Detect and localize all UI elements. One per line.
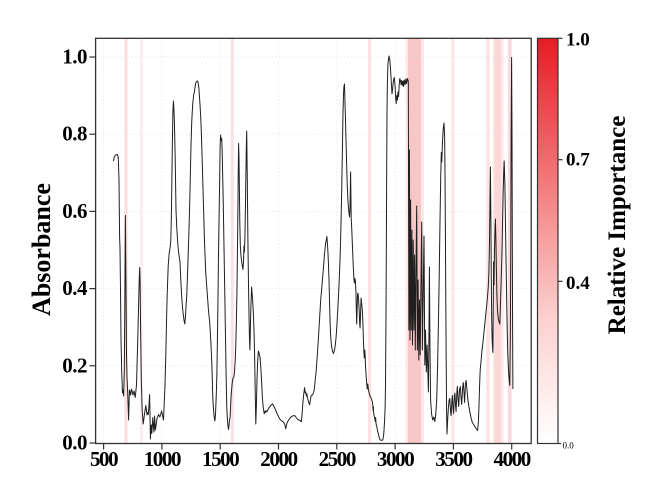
svg-text:0.4: 0.4 xyxy=(566,273,590,294)
svg-text:0.0: 0.0 xyxy=(62,431,87,455)
svg-text:3500: 3500 xyxy=(435,447,472,471)
svg-text:2500: 2500 xyxy=(319,447,356,471)
svg-text:0.0: 0.0 xyxy=(563,441,575,451)
svg-text:0.8: 0.8 xyxy=(62,122,87,146)
svg-text:0.6: 0.6 xyxy=(62,199,87,223)
svg-text:0.4: 0.4 xyxy=(62,276,88,300)
svg-text:0.7: 0.7 xyxy=(566,150,590,171)
svg-text:1.0: 1.0 xyxy=(566,29,590,50)
svg-text:Absorbance: Absorbance xyxy=(27,183,56,316)
svg-text:1.0: 1.0 xyxy=(62,45,87,69)
svg-text:1500: 1500 xyxy=(202,447,239,471)
svg-text:Relative Importance: Relative Importance xyxy=(604,116,631,335)
svg-text:2000: 2000 xyxy=(260,447,297,471)
svg-text:1000: 1000 xyxy=(144,447,181,471)
svg-text:0.2: 0.2 xyxy=(62,353,87,377)
svg-text:500: 500 xyxy=(90,447,118,471)
svg-text:3000: 3000 xyxy=(377,447,414,471)
svg-text:4000: 4000 xyxy=(493,447,530,471)
